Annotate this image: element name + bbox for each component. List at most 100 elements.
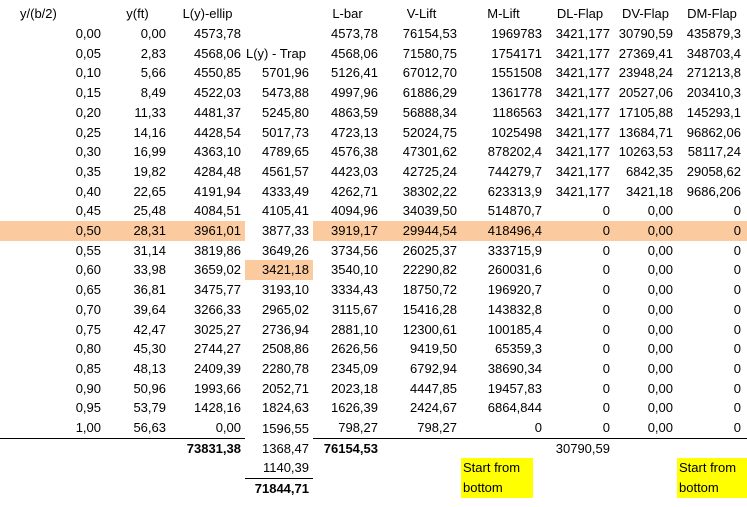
table-cell[interactable]: 3421,18 [245,260,313,281]
table-cell[interactable]: 0,00 [647,242,673,258]
lbar-total-cell[interactable]: 76154,53 [313,437,382,459]
table-cell[interactable]: 71580,75 [402,45,457,61]
table-cell[interactable]: 3475,77 [194,282,241,298]
table-cell[interactable]: 2881,10 [331,321,378,337]
table-cell[interactable]: 4573,78 [331,26,378,41]
table-cell[interactable]: 52024,75 [402,124,457,140]
table-cell[interactable]: 0 [534,420,542,436]
table-cell[interactable]: 0,00 [647,400,673,416]
table-cell[interactable]: 61886,29 [402,85,457,101]
table-cell[interactable]: 0,60 [75,262,101,278]
table-cell[interactable]: 0 [602,203,610,219]
table-cell[interactable] [614,479,677,499]
table-cell[interactable]: 3421,177 [555,183,610,199]
table-cell[interactable] [313,479,382,499]
table-cell[interactable]: 418496,4 [461,221,546,241]
table-cell[interactable]: 3919,17 [313,221,382,241]
table-cell[interactable]: 4568,06 [194,45,241,61]
trap-total-cell[interactable]: 71844,71 [245,478,313,499]
table-cell[interactable]: 3421,177 [555,104,610,120]
table-cell[interactable]: 3421,177 [555,65,610,81]
table-cell[interactable]: 53,79 [133,400,166,416]
column-header-y-ft[interactable]: y(ft) [126,6,149,21]
table-cell[interactable]: 14,16 [133,124,166,140]
table-cell[interactable]: 4573,78 [194,26,241,41]
column-header-l-bar[interactable]: L-bar [332,6,363,21]
table-cell[interactable]: 798,27 [417,420,457,436]
table-cell[interactable]: 4863,59 [331,104,378,120]
table-cell[interactable]: 0,00 [647,420,673,436]
table-cell[interactable]: 0,65 [75,282,101,298]
table-cell[interactable]: 4094,96 [331,203,378,219]
table-cell[interactable]: 4428,54 [194,124,241,140]
table-cell[interactable]: 0,05 [75,45,101,61]
table-cell[interactable]: 435879,3 [686,26,741,41]
table-cell[interactable]: L(y) - Trap [246,45,306,61]
table-cell[interactable]: 0,15 [75,85,101,101]
table-cell[interactable]: 56,63 [133,420,166,436]
table-cell[interactable]: 3193,10 [262,282,309,298]
table-cell[interactable]: 2052,71 [262,380,309,396]
table-cell[interactable]: 19457,83 [487,380,542,396]
column-header-dv-flap[interactable]: DV-Flap [622,6,669,21]
table-cell[interactable]: 5126,41 [331,65,378,81]
table-cell[interactable]: 0 [546,221,614,241]
table-cell[interactable]: 3540,10 [331,262,378,278]
table-cell[interactable]: 3421,177 [555,144,610,160]
table-cell[interactable]: 3025,27 [194,321,241,337]
table-cell[interactable]: 1368,47 [262,440,309,456]
table-cell[interactable]: 4997,96 [331,85,378,101]
table-cell[interactable]: 1969783 [491,26,542,41]
table-cell[interactable]: 16,99 [133,144,166,160]
table-cell[interactable]: 10263,53 [618,144,673,160]
table-cell[interactable]: 38302,22 [402,183,457,199]
table-cell[interactable]: 42,47 [133,321,166,337]
table-cell[interactable]: 0,00 [140,26,166,41]
table-cell[interactable]: 2,83 [140,45,166,61]
table-cell[interactable]: 28,31 [105,221,170,241]
table-cell[interactable] [382,437,461,459]
table-cell[interactable]: 1551508 [491,65,542,81]
table-cell[interactable]: 0 [733,242,741,258]
table-cell[interactable]: 3421,177 [555,26,610,41]
table-cell[interactable]: 3877,33 [262,223,309,239]
table-cell[interactable]: 196920,7 [487,282,542,298]
table-cell[interactable] [170,458,245,478]
table-cell[interactable]: 0,55 [75,242,101,258]
table-cell[interactable]: 6864,844 [487,400,542,416]
table-cell[interactable]: 0,00 [647,203,673,219]
table-cell[interactable]: 4576,38 [331,144,378,160]
table-cell[interactable]: 0,35 [75,163,101,179]
table-cell[interactable] [0,437,105,459]
table-cell[interactable]: 0 [602,400,610,416]
column-header-v-lift[interactable]: V-Lift [406,6,437,21]
column-header-m-lift[interactable]: M-Lift [487,6,520,21]
table-cell[interactable]: 0,85 [75,360,101,376]
table-cell[interactable]: 4423,03 [331,163,378,179]
table-cell[interactable]: 3115,67 [331,301,378,317]
table-cell[interactable]: 0,00 [647,301,673,317]
table-cell[interactable]: 47301,62 [402,144,457,160]
table-cell[interactable]: 0,50 [0,221,105,241]
table-cell[interactable]: 23948,24 [618,65,673,81]
table-cell[interactable]: 878202,4 [487,144,542,160]
table-cell[interactable]: 96862,06 [686,124,741,140]
table-cell[interactable]: 1428,16 [194,400,241,416]
table-cell[interactable]: 30790,59 [618,26,673,41]
table-cell[interactable]: 8,49 [140,85,166,101]
table-cell[interactable]: 0,30 [75,144,101,160]
table-cell[interactable]: 145293,1 [686,104,741,120]
table-cell[interactable]: 0,00 [75,26,101,41]
table-cell[interactable]: 0,25 [75,124,101,140]
table-cell[interactable]: 5473,88 [262,85,309,101]
table-cell[interactable]: 0,70 [75,301,101,317]
table-cell[interactable]: 0 [733,321,741,337]
table-cell[interactable]: 2736,94 [262,321,309,337]
table-cell[interactable]: 4084,51 [194,203,241,219]
table-cell[interactable]: 29944,54 [382,221,461,241]
table-cell[interactable]: 0 [602,380,610,396]
table-cell[interactable]: 100185,4 [487,321,542,337]
table-cell[interactable] [105,437,170,459]
table-cell[interactable] [546,479,614,499]
table-cell[interactable]: 2626,56 [331,341,378,357]
